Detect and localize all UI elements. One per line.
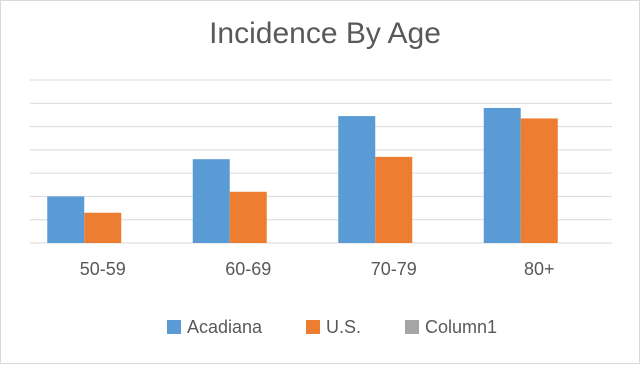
legend-swatch (167, 320, 181, 334)
bar (192, 159, 230, 243)
legend-label: Acadiana (187, 317, 263, 337)
x-tick-label: 70-79 (371, 259, 417, 279)
bar (84, 212, 122, 243)
legend-swatch (405, 320, 419, 334)
x-tick-label: 50-59 (80, 259, 126, 279)
bar (338, 116, 376, 243)
x-tick-label: 60-69 (225, 259, 271, 279)
legend-swatch (306, 320, 320, 334)
x-tick-label: 80+ (524, 259, 555, 279)
bar (483, 107, 521, 243)
chart-title: Incidence By Age (209, 17, 441, 50)
legend-label: Column1 (425, 317, 497, 337)
bar (229, 191, 267, 243)
bar (520, 118, 558, 243)
bar (47, 196, 85, 243)
bar (375, 156, 413, 243)
legend-label: U.S. (326, 317, 361, 337)
